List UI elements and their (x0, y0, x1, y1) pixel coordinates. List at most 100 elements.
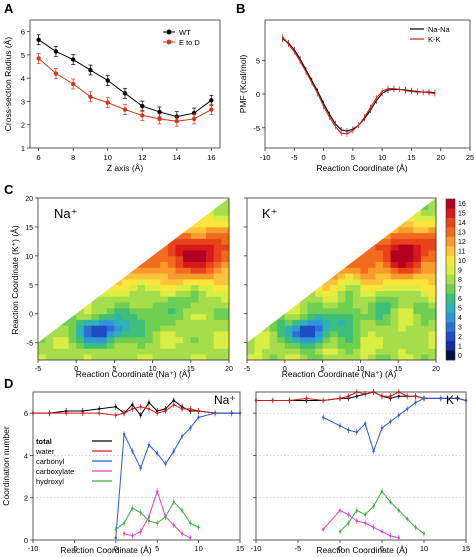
panel-c-heat-cell (45, 354, 54, 361)
panel-c-heat-cell (405, 221, 414, 228)
panel-c-heat-cell (367, 244, 376, 251)
panel-c-heat-cell (262, 336, 271, 344)
panel-d-point (139, 414, 142, 417)
panel-c-na-title: Na⁺ (54, 206, 77, 221)
panel-c-heat-cell (198, 279, 207, 286)
panel-c-heat-cell (262, 325, 271, 332)
panel-d-point (364, 513, 367, 516)
panel-d-point (397, 536, 400, 540)
panel-c-heat-cell (383, 279, 392, 286)
panel-c-heat-cell (352, 261, 361, 268)
panel-a-point (36, 37, 41, 42)
panel-c-heat-cell (190, 279, 199, 286)
panel-c-heat-cell (322, 336, 331, 344)
panel-c-heat-cell (360, 296, 369, 303)
panel-c-heat-cell (91, 302, 100, 309)
panel-c-heat-cell (68, 336, 77, 344)
panel-c-heat-cell (315, 325, 323, 332)
panel-d-point (372, 526, 375, 529)
panel-c-heat-cell (322, 325, 331, 332)
panel-c-heat-cell (152, 348, 161, 355)
legend-etod-marker (166, 39, 172, 45)
panel-c-heat-cell (383, 255, 392, 263)
panel-c-heat-cell (428, 261, 437, 268)
panel-c-heat-cell (198, 250, 207, 257)
panel-d-point (372, 504, 375, 508)
panel-c-heat-cell (167, 313, 176, 320)
panel-c-heat-cell (413, 319, 422, 326)
panel-c-heat-cell (420, 267, 429, 274)
panel-c-heat-cell (213, 331, 222, 338)
panel-c-heat-cell (383, 348, 392, 355)
panel-c-heat-cell (383, 313, 392, 320)
panel-c-heat-cell (213, 290, 222, 297)
panel-c-heat-cell (345, 331, 354, 338)
panel-c-heat-cell (307, 342, 316, 349)
panel-c-heat-cell (330, 325, 339, 332)
panel-c-heat-cell (269, 325, 278, 332)
panel-c-heat-cell (337, 336, 346, 344)
panel-c-ytick-label: 5 (29, 283, 33, 290)
panel-c-heat-cell (60, 348, 69, 355)
panel-c-heat-cell (83, 354, 92, 361)
panel-d-point (338, 509, 342, 512)
panel-c-heat-cell (152, 290, 161, 297)
panel-c-heat-cell (213, 354, 222, 361)
panel-c-heat-cell (337, 284, 346, 291)
panel-c-heat-cell (213, 250, 222, 257)
panel-c-heat-cell (175, 232, 184, 239)
panel-c-heat-cell (413, 342, 422, 349)
panel-d-point (164, 409, 167, 413)
panel-b-xtick-label: 20 (437, 153, 445, 162)
panel-d-point (338, 424, 342, 428)
panel-c-heat-cell (360, 342, 369, 349)
panel-d-point (31, 411, 35, 415)
panel-c-heat-cell (390, 284, 399, 291)
panel-c-heat-cell (60, 319, 69, 326)
panel-c-heat-cell (183, 226, 192, 234)
panel-d-point (456, 397, 459, 400)
panel-c-heat-cell (413, 290, 422, 297)
panel-c-heat-cell (420, 255, 429, 263)
panel-c-heat-cell (144, 342, 153, 349)
panel-c-heat-cell (129, 325, 138, 332)
panel-c-heat-cell (247, 342, 255, 349)
panel-c-heat-cell (99, 290, 108, 297)
panel-c-heat-cell (190, 342, 199, 349)
panel-c-heat-cell (337, 307, 346, 315)
panel-c-heat-cell (183, 267, 192, 274)
panel-c-heat-cell (221, 255, 230, 263)
panel-c-heat-cell (398, 250, 407, 257)
panel-d-point (139, 511, 142, 514)
panel-d-point (389, 395, 392, 398)
panel-c-heat-cell (413, 302, 422, 309)
panel-d-point (364, 422, 367, 425)
panel-c-heat-cell (221, 296, 230, 303)
panel-c-heat-cell (345, 302, 354, 309)
panel-c-heat-cell (160, 267, 169, 274)
panel-c-heat-cell (383, 244, 392, 251)
panel-c-ytick-label: 0 (29, 312, 33, 319)
panel-c-heat-cell (129, 342, 138, 349)
panel-c-heat-cell (175, 348, 184, 355)
panel-c-heat-cell (137, 307, 146, 315)
panel-c-heat-cell (428, 342, 437, 349)
panel-c-ytick-label: 15 (25, 225, 33, 232)
panel-c-heat-cell (330, 284, 339, 291)
panel-c-heat-cell (428, 221, 437, 228)
panel-c-heat-cell (307, 290, 316, 297)
panel-d-point (422, 397, 426, 400)
panel-c-heat-cell (167, 342, 176, 349)
panel-c-heat-cell (330, 290, 339, 297)
panel-c-heat-cell (360, 319, 369, 326)
panel-c-heat-cell (284, 319, 293, 326)
panel-c-heat-cell (337, 331, 346, 338)
panel-b-xtick-label: -5 (291, 153, 298, 162)
panel-c-heat-cell (413, 313, 422, 320)
panel-c-heat-cell (292, 336, 301, 344)
panel-c-heat-cell (213, 226, 222, 234)
panel-c-left-xlabel: Reaction Coordinate (Na⁺) (Å) (76, 369, 191, 379)
panel-a-ytick-label: 3 (21, 97, 25, 106)
panel-c-heat-cell (360, 354, 369, 361)
